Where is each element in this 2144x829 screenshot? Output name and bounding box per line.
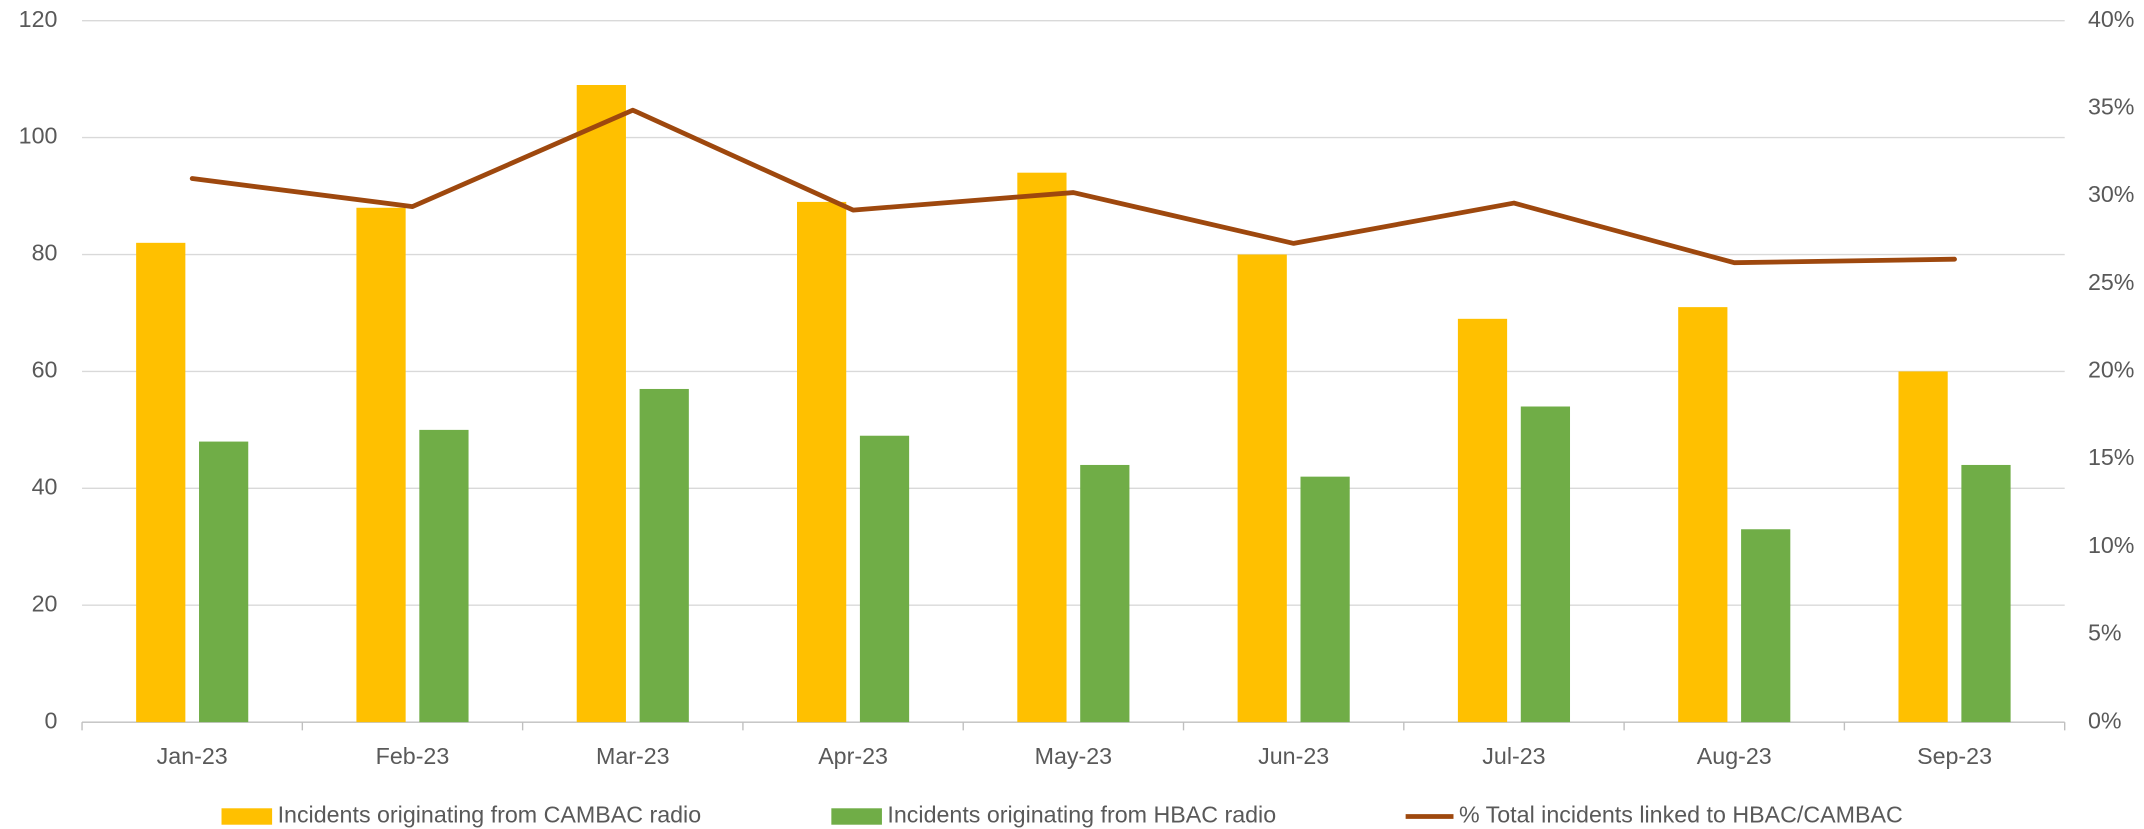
bar — [1017, 172, 1067, 723]
legend-swatch — [831, 808, 882, 825]
bar — [1961, 464, 2011, 723]
bar — [859, 435, 910, 723]
bar — [1237, 254, 1287, 723]
y2-tick-label: 15% — [2088, 444, 2135, 470]
x-tick-label: Feb-23 — [376, 743, 450, 769]
y2-tick-label: 20% — [2088, 357, 2135, 383]
y-tick-label: 0 — [45, 707, 58, 733]
bar — [1678, 307, 1728, 723]
bar — [136, 242, 186, 723]
bar — [1457, 318, 1508, 723]
bar — [797, 201, 847, 723]
x-tick-label: Apr-23 — [818, 743, 888, 769]
y2-tick-label: 25% — [2088, 269, 2135, 295]
y2-tick-label: 35% — [2088, 94, 2135, 120]
y2-tick-label: 40% — [2088, 6, 2135, 32]
x-tick-label: Jun-23 — [1258, 743, 1329, 769]
x-tick-label: Mar-23 — [596, 743, 670, 769]
bar — [639, 388, 689, 723]
x-tick-label: Jul-23 — [1482, 743, 1545, 769]
bar — [1080, 464, 1130, 723]
bar — [576, 85, 626, 723]
y2-tick-label: 10% — [2088, 532, 2135, 558]
bar — [419, 429, 469, 723]
bar — [1898, 371, 1948, 723]
bar — [1741, 529, 1791, 723]
x-tick-label: May-23 — [1035, 743, 1112, 769]
bar — [199, 441, 249, 723]
y-tick-label: 40 — [32, 473, 58, 499]
x-tick-label: Sep-23 — [1917, 743, 1992, 769]
y-tick-label: 100 — [19, 123, 58, 149]
bar — [356, 207, 406, 723]
y-tick-label: 60 — [32, 357, 58, 383]
y-tick-label: 20 — [32, 590, 58, 616]
x-tick-label: Aug-23 — [1697, 743, 1772, 769]
y2-tick-label: 30% — [2088, 181, 2135, 207]
y2-tick-label: 0% — [2088, 707, 2122, 733]
legend-label: Incidents originating from CAMBAC radio — [278, 802, 702, 828]
x-tick-label: Jan-23 — [157, 743, 228, 769]
legend-label: % Total incidents linked to HBAC/CAMBAC — [1459, 802, 1903, 828]
line-series — [189, 107, 1957, 266]
legend-label: Incidents originating from HBAC radio — [887, 802, 1276, 828]
bar — [1520, 406, 1571, 723]
y-tick-label: 80 — [32, 240, 58, 266]
y-tick-label: 120 — [19, 6, 58, 32]
legend-swatch — [221, 808, 273, 825]
y2-tick-label: 5% — [2088, 620, 2122, 646]
bar — [1300, 476, 1350, 723]
